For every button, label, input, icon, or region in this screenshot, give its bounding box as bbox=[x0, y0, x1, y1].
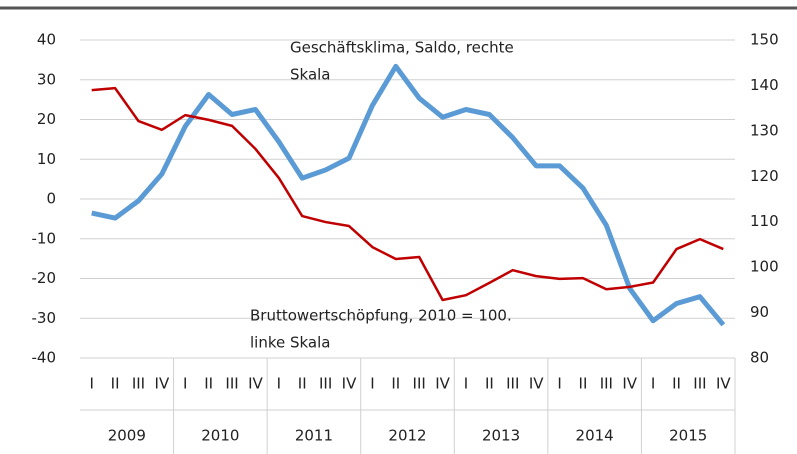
annotation: Bruttowertschöpfung, 2010 = 100. bbox=[250, 307, 512, 325]
annotation: linke Skala bbox=[250, 334, 331, 352]
y-tick-label: 40 bbox=[37, 31, 56, 49]
quarter-label: IV bbox=[716, 375, 731, 393]
year-label: 2010 bbox=[201, 427, 239, 445]
annotation: Geschäftsklima, Saldo, rechte bbox=[290, 39, 514, 57]
quarter-label: I bbox=[557, 375, 561, 393]
quarter-label: IV bbox=[155, 375, 170, 393]
quarter-label: II bbox=[579, 375, 588, 393]
quarter-label: I bbox=[464, 375, 468, 393]
quarter-label: I bbox=[370, 375, 374, 393]
y2-tick-label: 130 bbox=[750, 121, 779, 139]
year-label: 2012 bbox=[388, 427, 426, 445]
quarter-label: II bbox=[204, 375, 213, 393]
quarter-label: IV bbox=[435, 375, 450, 393]
annotation: Skala bbox=[290, 66, 331, 84]
quarter-label: IV bbox=[248, 375, 263, 393]
quarter-label: I bbox=[183, 375, 187, 393]
y2-tick-label: 150 bbox=[750, 31, 779, 49]
quarter-label: III bbox=[225, 375, 238, 393]
series-line bbox=[91, 63, 726, 327]
year-label: 2009 bbox=[108, 427, 146, 445]
quarter-label: III bbox=[600, 375, 613, 393]
quarter-label: IV bbox=[622, 375, 637, 393]
y-tick-label: -10 bbox=[32, 229, 57, 247]
y-tick-label: 10 bbox=[37, 150, 56, 168]
year-label: 2011 bbox=[295, 427, 333, 445]
y-tick-label: 0 bbox=[46, 190, 56, 208]
year-label: 2013 bbox=[482, 427, 520, 445]
quarter-label: III bbox=[132, 375, 145, 393]
quarter-label: III bbox=[506, 375, 519, 393]
year-label: 2015 bbox=[669, 427, 707, 445]
y-tick-label: 30 bbox=[37, 70, 56, 88]
quarter-label: II bbox=[298, 375, 307, 393]
y2-tick-label: 110 bbox=[750, 212, 779, 230]
quarter-label: I bbox=[277, 375, 281, 393]
y-tick-label: -40 bbox=[32, 349, 57, 367]
y-tick-label: -30 bbox=[32, 309, 57, 327]
y2-tick-label: 100 bbox=[750, 258, 779, 276]
y2-tick-label: 120 bbox=[750, 167, 779, 185]
quarter-label: III bbox=[413, 375, 426, 393]
y-tick-label: 20 bbox=[37, 110, 56, 128]
year-label: 2014 bbox=[576, 427, 614, 445]
y2-tick-label: 80 bbox=[750, 349, 769, 367]
quarter-label: III bbox=[319, 375, 332, 393]
series-line bbox=[91, 86, 724, 302]
quarter-label: II bbox=[111, 375, 120, 393]
quarter-label: I bbox=[651, 375, 655, 393]
y2-tick-label: 90 bbox=[750, 303, 769, 321]
quarter-label: III bbox=[693, 375, 706, 393]
quarter-label: II bbox=[391, 375, 400, 393]
y-tick-label: -20 bbox=[32, 269, 57, 287]
quarter-label: II bbox=[485, 375, 494, 393]
quarter-label: I bbox=[89, 375, 93, 393]
quarter-label: IV bbox=[529, 375, 544, 393]
quarter-label: II bbox=[672, 375, 681, 393]
quarter-label: IV bbox=[342, 375, 357, 393]
y2-tick-label: 140 bbox=[750, 76, 779, 94]
